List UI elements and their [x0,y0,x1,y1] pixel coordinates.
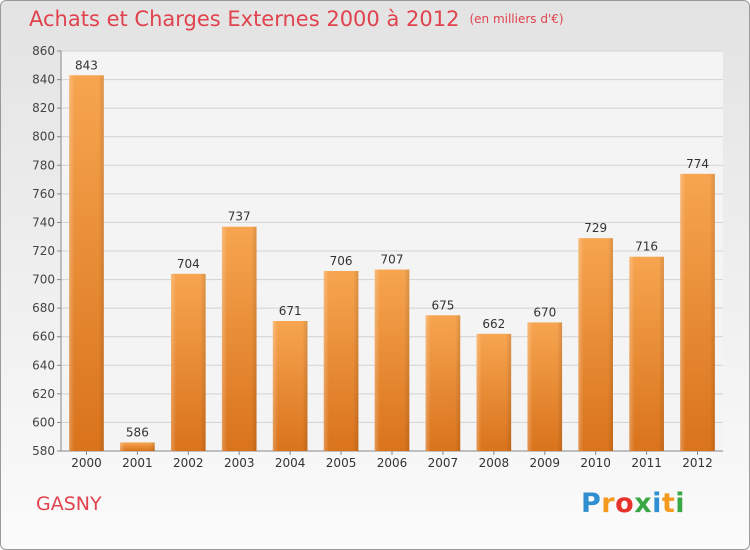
commune-name: GASNY [36,493,102,515]
y-tick-label: 700 [32,273,55,287]
y-tick-label: 640 [32,358,55,372]
bar-value-label: 843 [75,58,98,72]
bar-value-label: 586 [126,425,149,439]
y-tick-label: 820 [32,101,55,115]
bar-value-label: 774 [686,157,709,171]
bar-value-label: 737 [228,210,251,224]
logo-letter: r [601,488,616,519]
logo-letter: o [615,488,635,519]
logo-letter: t [661,488,676,519]
bar-value-label: 729 [584,221,607,235]
bar-shade [323,271,359,451]
y-tick-label: 680 [32,301,55,315]
y-tick-label: 620 [32,387,55,401]
x-tick-label: 2005 [326,456,357,470]
bar-shade [120,442,155,451]
y-tick-label: 720 [32,244,55,258]
x-tick-label: 2008 [479,456,510,470]
bar-shade [170,273,206,451]
y-tick-label: 580 [32,444,55,458]
y-tick-label: 660 [32,330,55,344]
bar-shade [374,269,410,451]
bar-value-label: 716 [635,240,658,254]
bar-value-label: 671 [279,304,302,318]
bar-shade [629,256,664,451]
bar-value-label: 706 [330,254,353,268]
x-tick-label: 2011 [631,456,662,470]
y-tick-label: 600 [32,415,55,429]
y-tick-label: 860 [32,44,55,58]
bar-shade [272,321,308,451]
logo-letter: i [675,488,686,519]
title-block: Achats et Charges Externes 2000 à 2012 (e… [29,7,564,31]
x-tick-label: 2012 [682,456,713,470]
y-tick-label: 800 [32,130,55,144]
bar-value-label: 704 [177,257,200,271]
x-tick-label: 2002 [173,456,204,470]
x-tick-label: 2007 [428,456,459,470]
chart-title: Achats et Charges Externes 2000 à 2012 [29,7,460,31]
bar-shade [680,173,715,451]
proxiti-logo: Proxiti [581,488,685,519]
bar-shade [476,333,512,451]
y-tick-label: 780 [32,158,55,172]
bar-shade [221,226,257,451]
x-tick-label: 2003 [224,456,255,470]
x-tick-label: 2001 [122,456,153,470]
bar-value-label: 670 [533,305,556,319]
logo-letter: x [634,488,653,519]
y-tick-label: 740 [32,215,55,229]
bar-shade [578,238,614,451]
x-tick-label: 2006 [377,456,408,470]
bar-value-label: 707 [381,253,404,267]
x-tick-label: 2010 [580,456,611,470]
x-tick-label: 2004 [275,456,306,470]
x-tick-label: 2000 [71,456,102,470]
y-tick-label: 760 [32,187,55,201]
bar-value-label: 675 [431,298,454,312]
bar-shade [69,75,104,452]
y-tick-label: 840 [32,73,55,87]
chart-subtitle: (en milliers d'€) [469,12,564,26]
bar-shade [425,315,461,451]
logo-letter: P [581,488,602,519]
bar-shade [527,322,563,451]
bar-value-label: 662 [482,317,505,331]
logo-letter: i [652,488,662,519]
x-tick-label: 2009 [529,456,560,470]
